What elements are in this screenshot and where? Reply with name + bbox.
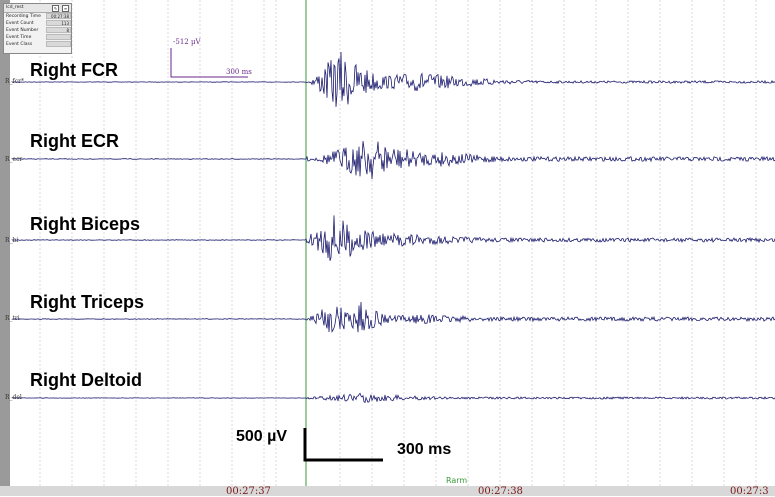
channel-code-fcr[interactable]: R_fcr*	[5, 78, 24, 85]
time-grid	[39, 0, 757, 486]
info-panel-title: lcd_rest	[6, 5, 24, 10]
channel-code-deltoid[interactable]: R_del	[5, 394, 22, 401]
time-axis-bar[interactable]	[0, 486, 775, 496]
emg-trace-deltoid	[11, 392, 775, 404]
info-row-recording-time: Recording Time 00:27:38	[6, 13, 71, 19]
channel-title-triceps: Right Triceps	[30, 292, 145, 312]
scale-amplitude-label: 500 µV	[236, 428, 288, 445]
emg-trace-ecr	[11, 141, 775, 180]
channel-title-fcr: Right FCR	[30, 60, 118, 80]
scale-time-label: 300 ms	[397, 441, 452, 458]
time-tick-3: 00:27:3	[730, 486, 769, 497]
info-row-event-count: Event Count 113	[6, 20, 71, 26]
channel-title-biceps: Right Biceps	[30, 214, 141, 234]
left-scrollbar[interactable]	[0, 0, 10, 496]
info-panel-titlebar[interactable]: lcd_rest ✎ ≡	[4, 4, 71, 13]
menu-icon[interactable]: ≡	[62, 5, 69, 12]
pin-icon[interactable]: ✎	[52, 5, 59, 12]
info-row-event-time: Event Time	[4, 34, 71, 41]
channel-code-triceps[interactable]: R_tri	[5, 315, 20, 322]
channel-code-biceps[interactable]: R_bi	[5, 237, 19, 244]
event-info-panel: lcd_rest ✎ ≡ Recording Time 00:27:38 Even…	[3, 3, 72, 54]
channel-title-deltoid: Right Deltoid	[30, 370, 142, 390]
emg-trace-fcr	[11, 51, 775, 107]
mini-calibration-bar	[170, 48, 248, 78]
channel-title-ecr: Right ECR	[30, 131, 119, 151]
emg-traces	[11, 51, 775, 404]
mini-amplitude-label: -512 µV	[173, 38, 201, 46]
channel-code-ecr[interactable]: R_ecr	[5, 156, 23, 163]
info-row-event-class: Event Class	[4, 41, 71, 48]
time-tick-1: 00:27:37	[226, 486, 271, 497]
emg-trace-triceps	[11, 301, 775, 333]
event-marker-label[interactable]: Rarm	[446, 476, 468, 485]
mini-time-label: 300 ms	[226, 68, 252, 76]
scale-bar	[303, 428, 383, 462]
emg-trace-biceps	[11, 215, 775, 261]
info-row-event-number: Event Number 8	[6, 27, 71, 33]
time-tick-2: 00:27:38	[478, 486, 523, 497]
